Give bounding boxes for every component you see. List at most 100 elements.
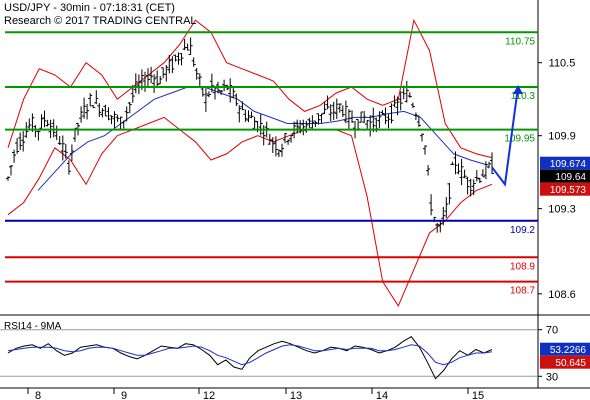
price-bar	[368, 115, 373, 137]
price-badge-lower-label: 109.573	[550, 185, 587, 196]
price-bar	[133, 73, 138, 94]
price-bar	[383, 107, 388, 125]
price-bar	[103, 104, 108, 117]
price-bar	[371, 107, 376, 133]
price-bar	[106, 107, 111, 121]
price-bar	[447, 183, 452, 205]
price-bar	[94, 90, 99, 105]
price-bar	[219, 89, 224, 95]
price-bar	[468, 178, 473, 197]
horizontal-levels: 110.75 110.3 109.95 109.2 108.9 108.7	[5, 31, 538, 297]
separators	[0, 0, 590, 389]
price-bar	[423, 145, 427, 155]
price-bar	[307, 117, 312, 129]
price-bar	[359, 111, 364, 123]
price-bar	[158, 76, 163, 85]
price-bar	[276, 149, 281, 157]
price-bar	[453, 151, 458, 175]
price-bar	[206, 91, 211, 98]
price-badge-upper-bg	[540, 156, 590, 170]
price-bar	[477, 177, 482, 184]
rsi-badge-lower-bg	[540, 355, 590, 369]
price-bar	[331, 101, 336, 120]
price-badge-last: 109.64	[540, 169, 590, 183]
price-bar	[179, 53, 184, 66]
price-badge-lower: 109.573	[540, 182, 590, 196]
price-bar	[136, 74, 141, 95]
price-bar	[389, 103, 394, 124]
price-bar	[429, 194, 434, 216]
price-bar	[386, 114, 391, 129]
rsi-badge-upper-bg	[540, 342, 590, 356]
time-tick-label: 14	[376, 390, 388, 400]
rsi-ma-line	[7, 344, 493, 366]
price-bar	[194, 67, 199, 80]
price-bar	[343, 100, 348, 124]
price-bar	[480, 169, 485, 178]
price-bar	[319, 113, 324, 124]
price-bar	[69, 144, 74, 161]
price-bar	[143, 71, 147, 92]
price-bar	[316, 113, 321, 125]
chart-title: USD/JPY - 30min - 07:18:31 (CET)	[4, 2, 175, 14]
price-bar	[51, 119, 56, 138]
price-bar	[121, 120, 126, 129]
time-tick-label: 13	[290, 390, 302, 400]
price-bar	[124, 106, 129, 122]
rsi-tick-label: 70	[546, 325, 558, 337]
price-bar	[258, 114, 263, 136]
price-bar	[115, 114, 120, 122]
rsi-badge-lower: 50.645	[540, 355, 590, 369]
price-bar	[441, 206, 446, 226]
price-bar	[231, 87, 236, 99]
price-bar	[407, 92, 412, 98]
price-bar	[249, 111, 254, 119]
price-bar	[173, 54, 178, 62]
price-bar	[465, 176, 470, 195]
price-bar	[18, 132, 23, 151]
price-bar	[213, 86, 217, 100]
price-bar	[313, 120, 318, 128]
price-bar	[176, 52, 181, 65]
price-bar	[298, 120, 303, 134]
price-bar	[200, 88, 205, 97]
bollinger-bands	[7, 18, 493, 307]
price-bar	[9, 165, 13, 176]
time-tick-label: 12	[203, 390, 215, 400]
price-bar	[340, 105, 345, 117]
price-bar	[395, 96, 400, 116]
price-bar	[270, 137, 275, 153]
price-bar	[365, 119, 370, 129]
price-axis: 110.5 109.9 109.3 108.6	[538, 58, 576, 301]
price-bar	[444, 197, 449, 218]
price-bar	[420, 133, 424, 142]
price-badge-last-label: 109.64	[555, 172, 586, 183]
price-bar	[426, 165, 431, 176]
price-bar	[188, 37, 193, 55]
price-bar	[261, 125, 266, 146]
price-bar	[66, 160, 71, 175]
price-bar	[413, 112, 418, 121]
price-bar	[39, 114, 44, 131]
price-bar	[273, 136, 278, 157]
time-tick-label: 9	[121, 390, 127, 400]
price-bar	[127, 101, 132, 114]
price-bar	[88, 93, 93, 107]
price-bar	[243, 109, 248, 122]
price-bar	[12, 149, 17, 163]
price-bar	[234, 93, 239, 107]
price-bar	[27, 118, 32, 130]
price-bar	[301, 119, 306, 136]
price-bar	[152, 74, 157, 93]
level-label-109-95: 109.95	[504, 134, 535, 145]
price-bar	[15, 138, 20, 154]
price-bar	[410, 102, 415, 109]
price-bar	[362, 111, 367, 124]
price-bar	[252, 116, 257, 129]
price-bar	[146, 68, 150, 87]
price-bar	[209, 73, 214, 93]
rsi-line	[7, 336, 493, 380]
price-bar	[191, 57, 196, 67]
price-bar	[203, 88, 208, 112]
price-bar	[380, 110, 385, 116]
